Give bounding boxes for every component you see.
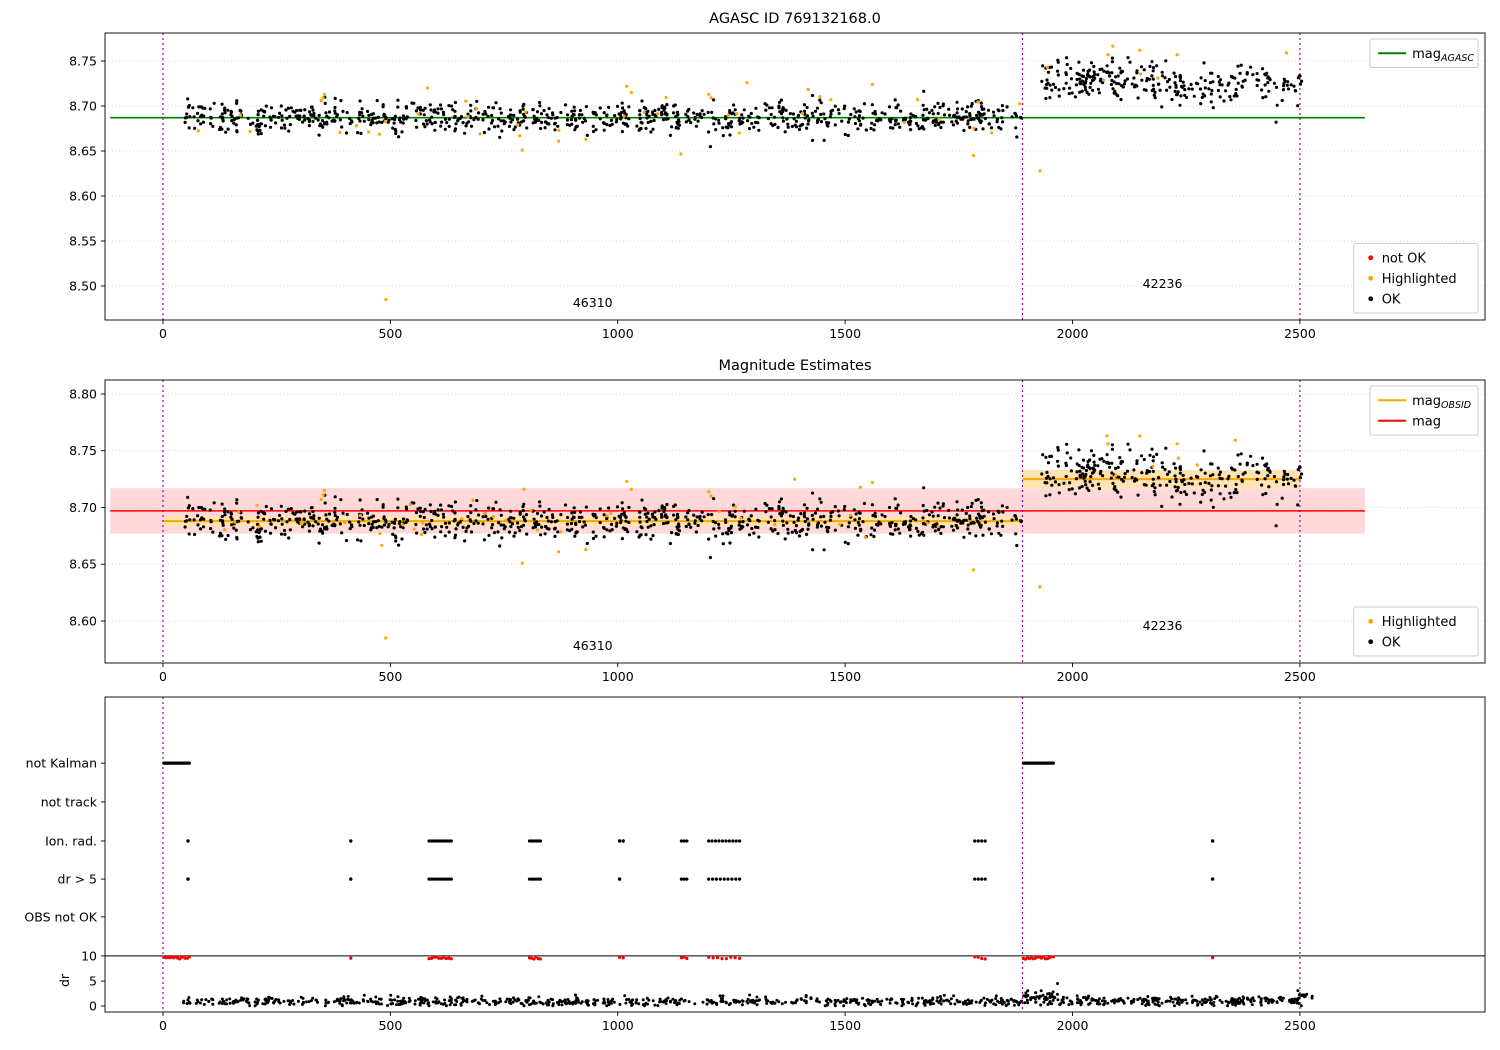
y-axis: 8.60 8.65 8.70 8.75 8.80 — [69, 386, 105, 628]
legend-bottom-right: not OK Highlighted OK — [1353, 243, 1479, 314]
x-tick-label: 0 — [159, 669, 167, 684]
chart-magnitude-estimates: 0 500 1000 1500 2000 2500 8.60 8.65 8.70 8.75 8.80… — [69, 358, 1486, 684]
x-axis: 0 500 1000 1500 2000 2500 — [159, 320, 1316, 341]
legend-label: Highlighted — [1382, 272, 1457, 287]
legend-label: OK — [1382, 292, 1401, 307]
y-tick-label: 8.75 — [69, 53, 97, 68]
obsid-annotation: 46310 — [573, 638, 613, 653]
x-tick-label: 1000 — [602, 326, 634, 341]
legend-top-right: magAGASC — [1369, 38, 1479, 68]
x-tick-label: 2000 — [1057, 669, 1089, 684]
x-tick-label: 500 — [378, 326, 402, 341]
legend-label: magOBSID — [1412, 394, 1471, 411]
dr-axis-label: dr — [57, 973, 72, 987]
y-tick-label: 8.70 — [69, 500, 97, 515]
axes-frame — [104, 696, 1486, 1013]
x-tick-label: 2500 — [1284, 1018, 1316, 1033]
dr-tick-label: 0 — [89, 999, 97, 1014]
dr-tick-label: 10 — [81, 948, 97, 963]
legend-dot-glyph — [1368, 639, 1374, 645]
x-tick-label: 1000 — [602, 1018, 634, 1033]
legend-label: not OK — [1382, 251, 1427, 266]
legend-label: magAGASC — [1412, 47, 1474, 64]
dr-scatter-bad — [162, 955, 1215, 961]
y-tick-label: 8.60 — [69, 188, 97, 203]
obsid-annotation: 46310 — [573, 295, 613, 310]
flag-row-label: not Kalman — [26, 756, 97, 771]
dr-scatter-ok — [182, 982, 1314, 1008]
series-highlighted — [223, 434, 1237, 640]
y-tick-label: 8.60 — [69, 613, 97, 628]
axes-frame — [104, 32, 1486, 321]
axes-frame — [104, 379, 1486, 664]
series-ok — [183, 442, 1304, 560]
chart-title: AGASC ID 769132168.0 — [709, 11, 881, 27]
legend-dot-glyph — [1368, 275, 1374, 281]
x-tick-label: 1500 — [829, 326, 861, 341]
x-tick-label: 1500 — [829, 669, 861, 684]
legend-dot-glyph — [1368, 255, 1374, 261]
dr-tick-label: 5 — [89, 974, 97, 989]
legend-top-right: magOBSID mag — [1369, 385, 1479, 436]
x-tick-label: 500 — [378, 669, 402, 684]
obsid-annotation: 42236 — [1143, 618, 1183, 633]
legend-label: mag — [1412, 414, 1441, 429]
x-tick-label: 2000 — [1057, 1018, 1089, 1033]
x-axis: 0 500 1000 1500 2000 2500 — [159, 1012, 1316, 1033]
x-axis: 0 500 1000 1500 2000 2500 — [159, 663, 1316, 684]
flag-row-label: Ion. rad. — [45, 833, 97, 848]
flag-row-dr-5 — [186, 877, 1215, 881]
x-tick-label: 0 — [159, 1018, 167, 1033]
x-tick-label: 2500 — [1284, 326, 1316, 341]
x-tick-label: 0 — [159, 326, 167, 341]
y-axis: not Kalman not track Ion. rad. dr > 5 OBS no… — [24, 756, 105, 1014]
y-tick-label: 8.65 — [69, 557, 97, 572]
y-tick-label: 8.65 — [69, 143, 97, 158]
chart-title: Magnitude Estimates — [718, 358, 871, 374]
legend-dot-glyph — [1368, 618, 1374, 624]
flag-row-not-kalman — [162, 761, 1055, 765]
x-tick-label: 1000 — [602, 669, 634, 684]
flag-row-label: dr > 5 — [58, 872, 97, 887]
series-ok — [183, 56, 1304, 149]
legend-dot-glyph — [1368, 296, 1374, 302]
x-tick-label: 1500 — [829, 1018, 861, 1033]
y-tick-label: 8.70 — [69, 98, 97, 113]
y-axis: 8.50 8.55 8.60 8.65 8.70 8.75 — [69, 53, 105, 293]
obsid-annotation: 42236 — [1143, 276, 1183, 291]
flag-row-label: not track — [41, 794, 98, 809]
legend-label: Highlighted — [1382, 615, 1457, 630]
y-tick-label: 8.55 — [69, 233, 97, 248]
flag-row-ion-rad- — [186, 839, 1215, 843]
x-tick-label: 500 — [378, 1018, 402, 1033]
series-highlighted — [196, 44, 1288, 302]
flag-row-label: OBS not OK — [24, 909, 97, 924]
chart-flags: 0 500 1000 1500 2000 2500 not Kalman not track I… — [24, 696, 1486, 1033]
legend-bottom-right: Highlighted OK — [1353, 606, 1479, 657]
legend-label: OK — [1382, 635, 1401, 650]
y-tick-label: 8.50 — [69, 278, 97, 293]
chart-agasc-mag: 0 500 1000 1500 2000 2500 8.50 8.55 8.60 8.65 8.70… — [69, 11, 1486, 341]
y-tick-label: 8.80 — [69, 386, 97, 401]
y-tick-label: 8.75 — [69, 443, 97, 458]
x-tick-label: 2000 — [1057, 326, 1089, 341]
x-tick-label: 2500 — [1284, 669, 1316, 684]
